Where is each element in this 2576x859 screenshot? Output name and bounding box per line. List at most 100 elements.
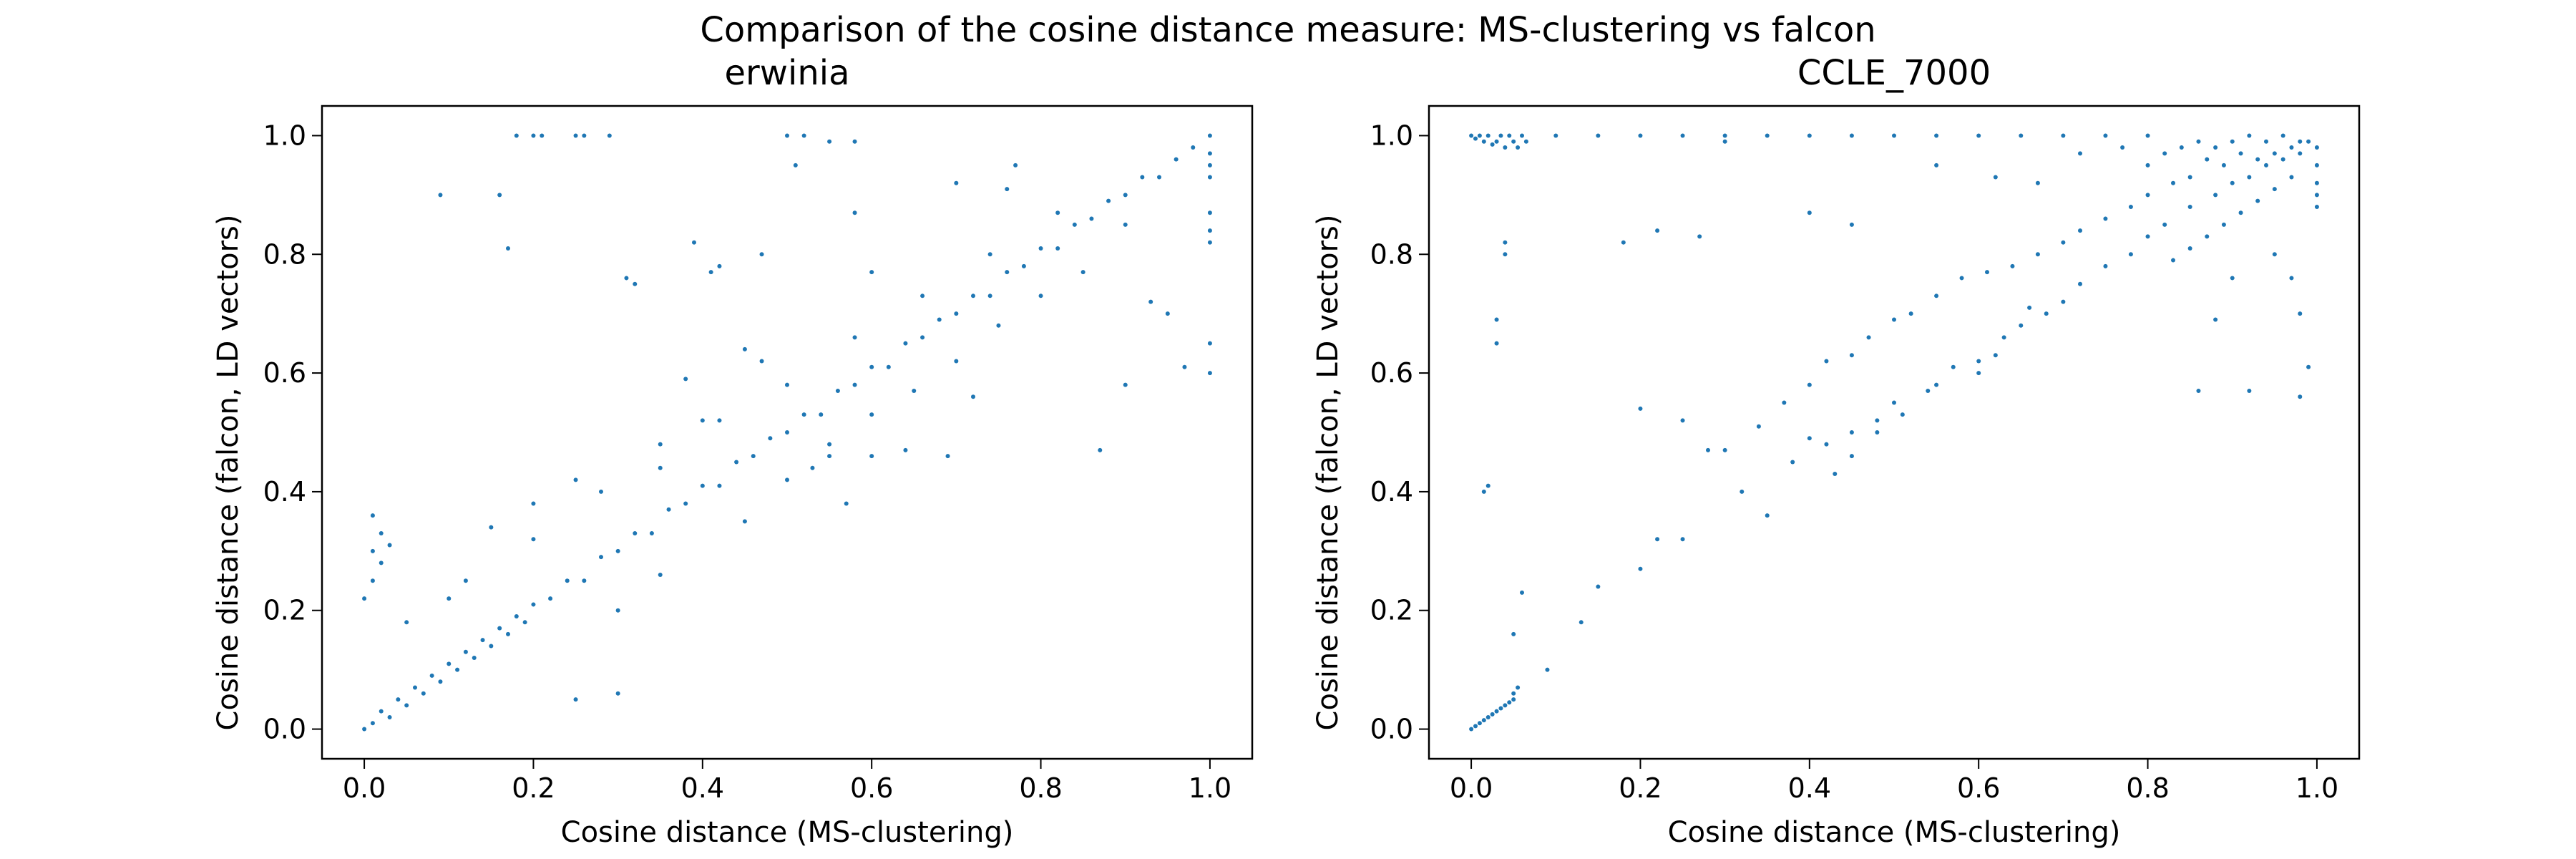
scatter-point xyxy=(2298,311,2303,316)
scatter-point xyxy=(1469,133,1474,138)
x-tick-label: 0.4 xyxy=(1788,772,1831,804)
scatter-point xyxy=(599,555,603,560)
scatter-point xyxy=(1481,489,1486,494)
scatter-point xyxy=(801,412,806,417)
scatter-point xyxy=(404,703,409,708)
scatter-point xyxy=(1494,709,1499,714)
scatter-point xyxy=(1005,270,1010,275)
scatter-point xyxy=(387,714,392,719)
scatter-point xyxy=(2213,193,2218,198)
scatter-point xyxy=(759,359,764,364)
scatter-point xyxy=(920,293,925,299)
scatter-point xyxy=(599,489,603,494)
scatter-point xyxy=(1207,210,1212,215)
scatter-point xyxy=(1849,222,1854,227)
scatter-point xyxy=(404,620,409,625)
scatter-point xyxy=(658,465,663,470)
scatter-point xyxy=(1098,447,1103,452)
scatter-point xyxy=(1157,175,1161,180)
scatter-point xyxy=(1511,139,1516,144)
x-tick-label: 0.2 xyxy=(512,772,555,804)
x-tick-label: 0.8 xyxy=(2126,772,2169,804)
scatter-point xyxy=(1934,382,1939,387)
scatter-point xyxy=(2019,323,2024,328)
scatter-point xyxy=(793,162,798,168)
scatter-point xyxy=(379,709,384,714)
scatter-point xyxy=(852,139,857,144)
scatter-point xyxy=(2247,388,2252,393)
scatter-point xyxy=(1807,133,1812,138)
scatter-point xyxy=(1951,364,1956,369)
scatter-point xyxy=(540,133,545,138)
scatter-point xyxy=(1959,276,1964,281)
scatter-point xyxy=(1621,240,1626,245)
scatter-point xyxy=(692,240,696,245)
scatter-point xyxy=(987,293,992,299)
scatter-point xyxy=(2272,252,2277,257)
scatter-point xyxy=(2306,364,2311,369)
scatter-point xyxy=(1596,584,1601,589)
scatter-point xyxy=(1469,727,1474,732)
scatter-point xyxy=(565,578,570,583)
scatter-point xyxy=(1477,133,1482,138)
scatter-point xyxy=(1165,311,1170,316)
scatter-point xyxy=(1021,263,1026,268)
y-axis-label: Cosine distance (falcon, LD vectors) xyxy=(1312,215,1345,731)
scatter-point xyxy=(1123,382,1128,387)
scatter-point xyxy=(1207,341,1212,346)
scatter-point xyxy=(2280,133,2285,138)
scatter-point xyxy=(1140,175,1145,180)
scatter-point xyxy=(954,311,959,316)
scatter-point xyxy=(1993,175,1998,180)
scatter-point xyxy=(615,608,620,613)
scatter-point xyxy=(1680,418,1685,423)
scatter-point xyxy=(852,210,857,215)
scatter-point xyxy=(2298,151,2303,156)
scatter-point xyxy=(2145,162,2150,168)
scatter-point xyxy=(573,477,578,482)
scatter-point xyxy=(2230,180,2235,185)
scatter-point xyxy=(920,335,925,340)
y-tick-label: 0.4 xyxy=(263,476,306,508)
axes-frame xyxy=(321,105,1254,760)
scatter-point xyxy=(1523,139,1528,144)
scatter-point xyxy=(1490,712,1495,717)
scatter-point xyxy=(2314,204,2319,209)
scatter-point xyxy=(827,139,832,144)
scatter-point xyxy=(852,382,857,387)
scatter-point xyxy=(2221,222,2226,227)
scatter-point xyxy=(869,454,874,459)
scatter-point xyxy=(2255,198,2260,203)
scatter-point xyxy=(1790,460,1795,465)
scatter-point xyxy=(2264,162,2268,168)
scatter-point xyxy=(633,281,638,286)
scatter-point xyxy=(1807,436,1812,441)
scatter-point xyxy=(1207,240,1212,245)
scatter-point xyxy=(2120,145,2125,150)
scatter-point xyxy=(1875,430,1880,435)
scatter-point xyxy=(455,667,460,672)
scatter-point xyxy=(582,578,587,583)
scatter-point xyxy=(2230,276,2235,281)
scatter-point xyxy=(1892,133,1896,138)
scatter-point xyxy=(1900,412,1905,417)
y-tick-label: 0.8 xyxy=(1370,238,1413,270)
y-tick-label: 0.6 xyxy=(263,357,306,389)
scatter-point xyxy=(954,359,959,364)
scatter-point xyxy=(1976,133,1981,138)
scatter-point xyxy=(2187,246,2192,251)
scatter-point xyxy=(1038,293,1043,299)
scatter-point xyxy=(1473,136,1478,141)
x-tick-label: 0.6 xyxy=(850,772,893,804)
scatter-point xyxy=(1207,228,1212,233)
scatter-point xyxy=(1106,198,1111,203)
scatter-point xyxy=(658,572,663,577)
scatter-point xyxy=(1976,371,1981,376)
y-tick-label: 0.2 xyxy=(1370,595,1413,626)
scatter-point xyxy=(1740,489,1745,494)
scatter-point xyxy=(506,631,510,636)
scatter-point xyxy=(2289,175,2294,180)
subplot-title: erwinia xyxy=(724,53,849,93)
scatter-point xyxy=(1174,157,1179,162)
